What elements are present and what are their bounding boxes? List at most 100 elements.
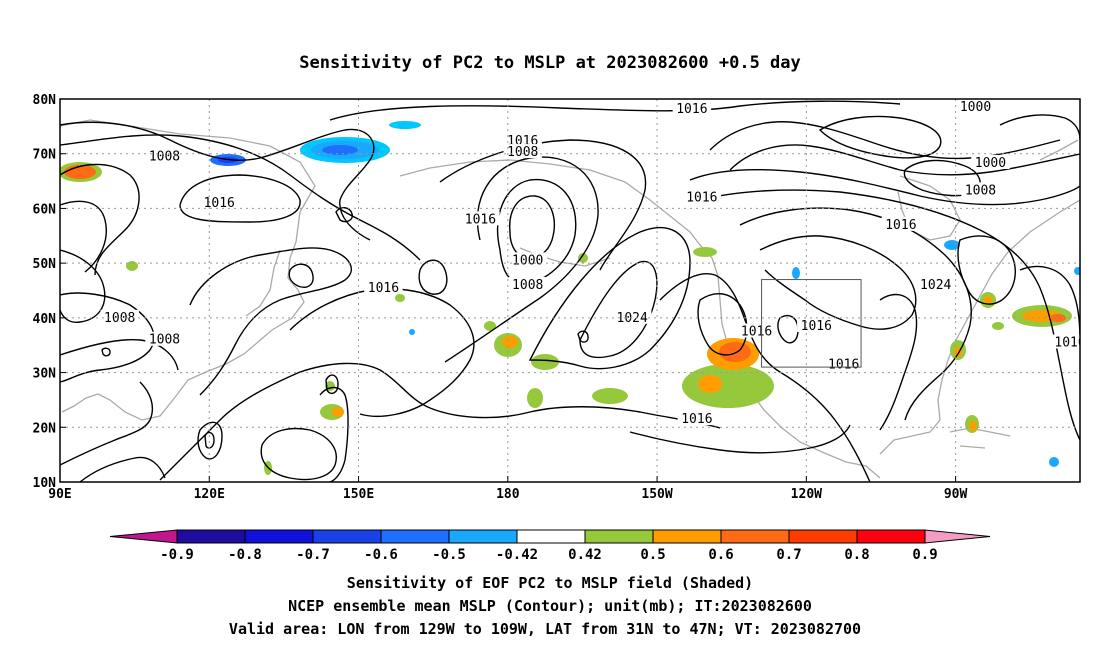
- shade-blob-positive: [527, 388, 543, 408]
- colorbar-label: -0.42: [496, 547, 538, 563]
- shade-blob-positive: [531, 354, 559, 370]
- mslp-contour: [60, 200, 107, 273]
- coastline-hudson-bay: [897, 175, 961, 241]
- contour-label: 1000: [960, 100, 991, 115]
- shade-blob-positive: [126, 261, 138, 271]
- contour-label: 1016: [1054, 335, 1085, 350]
- colorbar-label: -0.5: [432, 547, 466, 563]
- mslp-contour: [879, 293, 918, 431]
- shade-blob-negative: [322, 145, 358, 155]
- contour-label: 1016: [465, 212, 496, 227]
- mslp-contour: [101, 347, 111, 357]
- coastline-alaska: [399, 159, 713, 259]
- contour-label: 1016: [828, 357, 859, 372]
- coastline-greenland: [1039, 139, 1079, 161]
- mslp-contour: [60, 121, 375, 241]
- mslp-contour: [659, 273, 871, 482]
- contour-label-bg: [971, 155, 1010, 170]
- contour-label: 1016: [741, 325, 772, 340]
- mslp-contour: [418, 259, 448, 295]
- coastline-caribbean: [949, 427, 1011, 449]
- coastline-japan: [245, 249, 281, 317]
- lon-tick-label: 120W: [791, 487, 822, 502]
- colorbar-bin: [516, 529, 586, 544]
- lon-tick-label: 120E: [194, 487, 225, 502]
- mslp-contour: [319, 386, 349, 482]
- mslp-contour: [60, 249, 106, 324]
- mslp-contour: [179, 174, 301, 223]
- footer-line-2: NCEP ensemble mean MSLP (Contour); unit(…: [288, 597, 812, 615]
- contour-label-bg: [1050, 334, 1080, 349]
- shade-blob-negative: [389, 121, 421, 129]
- mslp-contour: [335, 207, 353, 223]
- contour-label-bg: [200, 194, 239, 209]
- mslp-contour: [509, 195, 555, 259]
- mslp-contour: [689, 168, 1080, 206]
- colorbar-label: -0.9: [160, 547, 194, 563]
- contour-label: 1016: [368, 281, 399, 296]
- mslp-contour: [777, 314, 799, 344]
- contour-label-bg: [503, 144, 542, 159]
- lat-tick-label: 60N: [33, 202, 57, 217]
- sensitivity-shading: [60, 121, 1080, 475]
- contour-label-bg: [916, 277, 955, 292]
- contour-label-bg: [612, 309, 652, 324]
- contour-label: 1016: [204, 196, 235, 211]
- shade-blob-positive: [969, 421, 977, 431]
- contour-label-bg: [364, 279, 403, 294]
- lat-tick-label: 80N: [33, 93, 57, 108]
- mslp-contour: [439, 139, 647, 271]
- lat-tick-label: 20N: [33, 421, 57, 436]
- contour-label: 1008: [512, 278, 543, 293]
- shade-blob-positive: [592, 388, 628, 404]
- contour-label: 1016: [885, 218, 916, 233]
- mslp-contour: [444, 156, 599, 363]
- mslp-contour: [79, 456, 166, 482]
- contour-label: 1008: [507, 145, 538, 160]
- colorbar-bin: [584, 529, 654, 544]
- contour-label-bg: [461, 211, 500, 226]
- shade-blob-negative: [409, 329, 415, 335]
- mslp-contour: [60, 134, 421, 261]
- lon-tick-label: 150W: [641, 487, 672, 502]
- colorbar-bin: [788, 529, 858, 544]
- contour-label-bg: [145, 148, 184, 163]
- shade-blob-negative: [1074, 267, 1080, 275]
- colorbar-label: -0.6: [364, 547, 398, 563]
- lon-tick-label: 90W: [944, 487, 968, 502]
- mslp-contour: [699, 189, 1080, 441]
- mslp-contour: [60, 338, 179, 371]
- contour-label: 1016: [686, 190, 717, 205]
- shade-blob-positive: [332, 407, 344, 417]
- contour-label-bg: [682, 189, 722, 204]
- contour-label: 1008: [149, 333, 180, 348]
- coastline-east-asia: [60, 119, 316, 421]
- contour-label-bg: [508, 277, 547, 292]
- contour-labels: 1016 1000 1016 1008 1008 1000 1008 1016 1016 1016…: [100, 99, 1085, 427]
- mslp-contour: [528, 227, 691, 370]
- mslp-contour: [204, 431, 215, 449]
- contour-label: 1008: [149, 149, 180, 164]
- contour-label: 1016: [676, 102, 707, 117]
- contour-label: 1000: [975, 156, 1006, 171]
- colorbar-bin: [312, 529, 382, 544]
- mslp-contour: [329, 100, 901, 121]
- contour-label: 1008: [965, 183, 996, 198]
- mslp-contours: [60, 100, 1080, 482]
- mslp-contour: [818, 115, 942, 159]
- lat-tick-label: 10N: [33, 476, 57, 491]
- mslp-contour: [957, 235, 1016, 305]
- colorbar-bin: [244, 529, 314, 544]
- contour-label: 1024: [920, 278, 951, 293]
- mslp-contour: [325, 374, 339, 395]
- colorbar-bin: [856, 529, 926, 544]
- map-panel: 1016 1000 1016 1008 1008 1000 1008 1016 1016 1016…: [33, 93, 1085, 502]
- contour-label-bg: [672, 100, 712, 115]
- colorbar-bin: [176, 529, 246, 544]
- shade-blob-positive: [992, 322, 1004, 330]
- lon-tick-label: 150E: [343, 487, 374, 502]
- lon-tick-label: 180: [496, 487, 520, 502]
- colorbar-label: 0.42: [568, 547, 602, 563]
- colorbar-label: 0.6: [708, 547, 733, 563]
